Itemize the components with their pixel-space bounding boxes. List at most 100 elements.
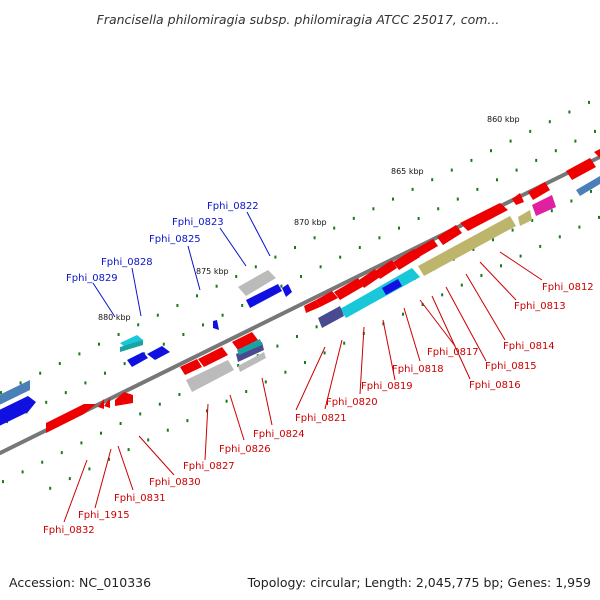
gene-label-fphi-0813[interactable]: Fphi_0813 xyxy=(514,301,566,312)
feature-olive[interactable] xyxy=(418,216,516,276)
feature-cds-red[interactable] xyxy=(316,291,338,307)
leader-line xyxy=(295,346,326,411)
feature-cds-red[interactable] xyxy=(594,149,600,158)
gene-label-fphi-0825[interactable]: Fphi_0825 xyxy=(149,234,201,245)
feature-cds-red[interactable] xyxy=(512,193,524,205)
scale-tick xyxy=(441,293,444,297)
feature-gray[interactable] xyxy=(238,270,276,296)
feature-cds-red[interactable] xyxy=(98,399,104,409)
leader-line xyxy=(229,394,245,441)
gene-label-fphi-0826[interactable]: Fphi_0826 xyxy=(219,444,271,455)
scale-tick xyxy=(588,100,590,104)
feature-cds-red[interactable] xyxy=(437,225,462,245)
feature-cds-red[interactable] xyxy=(414,239,438,257)
scale-tick xyxy=(176,304,179,307)
scale-tick xyxy=(68,477,71,481)
gene-label-fphi-0829[interactable]: Fphi_0829 xyxy=(66,273,118,284)
scale-tick xyxy=(108,457,110,461)
leader-line xyxy=(92,282,116,318)
scale-tick xyxy=(100,431,102,435)
feature-cds-red[interactable] xyxy=(115,392,133,406)
gene-label-fphi-0812[interactable]: Fphi_0812 xyxy=(542,282,594,293)
feature-cds-red[interactable] xyxy=(528,182,550,200)
scale-tick xyxy=(206,409,208,413)
gene-label-fphi-0832[interactable]: Fphi_0832 xyxy=(43,525,95,536)
leader-line xyxy=(131,267,142,317)
feature-cds-red[interactable] xyxy=(104,398,110,408)
feature-cds-red[interactable] xyxy=(304,300,320,313)
scale-tick xyxy=(294,246,296,249)
scale-tick xyxy=(450,168,453,172)
feature-cyan[interactable] xyxy=(340,268,420,318)
scale-labels: 860 kbp 865 kbp 870 kbp 875 kbp 880 kbp xyxy=(98,115,520,322)
feature-cds-blue[interactable] xyxy=(282,284,292,297)
gene-label-fphi-0820[interactable]: Fphi_0820 xyxy=(326,397,378,408)
scale-tick xyxy=(460,283,463,287)
feature-cds-red[interactable] xyxy=(375,260,397,279)
feature-cds-red[interactable] xyxy=(46,404,96,433)
scale-label-880: 880 kbp xyxy=(98,313,131,322)
leader-line xyxy=(431,295,471,380)
scale-tick xyxy=(319,265,322,269)
feature-cds-blue[interactable] xyxy=(382,279,402,295)
scale-tick xyxy=(352,216,355,220)
scale-tick xyxy=(274,255,277,259)
gene-label-fphi-0814[interactable]: Fphi_0814 xyxy=(503,341,555,352)
feature-cds-red[interactable] xyxy=(566,158,596,180)
feature-teal[interactable] xyxy=(120,340,143,352)
feature-cds-red[interactable] xyxy=(460,203,508,231)
gene-label-fphi-0823[interactable]: Fphi_0823 xyxy=(172,217,224,228)
feature-cds-blue[interactable] xyxy=(0,396,36,428)
feature-cds-red[interactable] xyxy=(393,249,420,270)
scale-tick xyxy=(64,391,67,395)
feature-cds-blue[interactable] xyxy=(147,346,170,360)
gene-label-fphi-0831[interactable]: Fphi_0831 xyxy=(114,493,166,504)
scale-tick xyxy=(19,381,22,385)
gene-label-fphi-0817[interactable]: Fphi_0817 xyxy=(427,347,479,358)
gene-label-fphi-0824[interactable]: Fphi_0824 xyxy=(253,429,305,440)
scale-tick xyxy=(372,207,375,211)
scale-tick xyxy=(84,381,87,385)
scale-tick xyxy=(548,120,551,124)
feature-cds-red[interactable] xyxy=(359,269,380,288)
scale-tick xyxy=(531,218,534,222)
feature-olive[interactable] xyxy=(518,210,532,226)
scale-tick xyxy=(41,460,44,464)
gene-label-fphi-0822[interactable]: Fphi_0822 xyxy=(207,201,259,212)
scale-tick xyxy=(421,303,424,306)
gene-label-fphi-0830[interactable]: Fphi_0830 xyxy=(149,477,201,488)
feature-steelblue[interactable] xyxy=(0,380,30,407)
feature-cyan[interactable] xyxy=(120,335,143,348)
feature-navy[interactable] xyxy=(318,306,344,328)
gene-label-fphi-0816[interactable]: Fphi_0816 xyxy=(469,380,521,391)
scale-tick xyxy=(166,428,169,432)
scale-tick xyxy=(221,313,224,317)
feature-cds-blue[interactable] xyxy=(127,352,148,367)
forward-gene-labels: Fphi_0822 Fphi_0823 Fphi_0825 Fphi_0828 … xyxy=(66,201,259,284)
gene-label-fphi-0819[interactable]: Fphi_0819 xyxy=(361,381,413,392)
scale-tick xyxy=(339,255,342,259)
feature-teal[interactable] xyxy=(237,339,262,355)
scale-tick xyxy=(21,470,24,474)
feature-cds-red[interactable] xyxy=(180,359,202,375)
feature-cds-red[interactable] xyxy=(232,332,258,350)
feature-cds-blue[interactable] xyxy=(213,320,219,330)
scale-tick xyxy=(123,362,126,366)
scale-tick xyxy=(276,344,279,348)
gene-label-fphi-0827[interactable]: Fphi_0827 xyxy=(183,461,235,472)
scale-label-870: 870 kbp xyxy=(294,218,327,227)
feature-cds-red[interactable] xyxy=(198,347,228,367)
feature-gray[interactable] xyxy=(186,360,234,392)
gene-label-fphi-0815[interactable]: Fphi_0815 xyxy=(485,361,537,372)
gene-label-fphi-1915[interactable]: Fphi_1915 xyxy=(78,510,130,521)
feature-magenta[interactable] xyxy=(532,195,556,216)
gene-label-fphi-0828[interactable]: Fphi_0828 xyxy=(101,257,153,268)
scale-tick xyxy=(241,304,244,307)
feature-cds-red[interactable] xyxy=(334,278,364,300)
feature-cds-blue[interactable] xyxy=(246,284,282,308)
feature-gray[interactable] xyxy=(238,352,266,372)
gene-label-fphi-0818[interactable]: Fphi_0818 xyxy=(392,364,444,375)
gene-label-fphi-0821[interactable]: Fphi_0821 xyxy=(295,413,347,424)
feature-steelblue[interactable] xyxy=(576,176,600,196)
